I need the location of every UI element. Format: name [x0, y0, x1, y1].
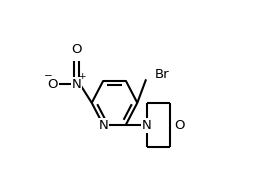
- Text: O: O: [174, 119, 184, 132]
- Text: N: N: [99, 119, 108, 132]
- Text: Br: Br: [155, 68, 169, 81]
- Text: N: N: [142, 119, 152, 132]
- Text: O: O: [71, 43, 82, 56]
- Text: −: −: [44, 71, 53, 81]
- Text: +: +: [78, 72, 86, 81]
- Text: N: N: [71, 77, 81, 91]
- Text: O: O: [48, 77, 58, 91]
